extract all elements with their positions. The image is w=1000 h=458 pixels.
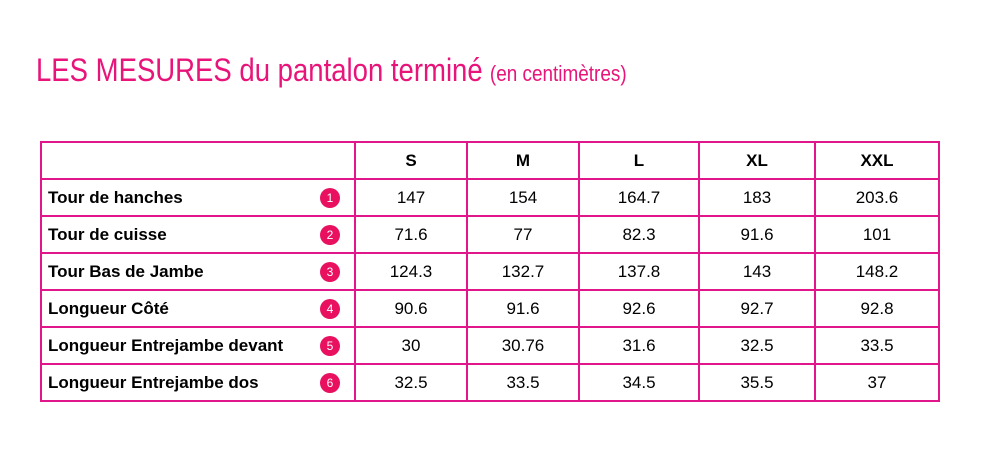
- table-cell: 147: [354, 178, 468, 217]
- table-cell: 32.5: [698, 326, 816, 365]
- title-unit: (en centimètres): [489, 61, 627, 86]
- table-cell: 37: [814, 363, 940, 402]
- table-cell: 92.8: [814, 289, 940, 328]
- number-badge: 3: [320, 261, 340, 282]
- row-label-text: Tour de cuisse: [48, 224, 167, 244]
- number-badge: 5: [320, 335, 340, 356]
- number-badge: 2: [320, 224, 340, 245]
- table-row: Longueur Entrejambe dos 6 32.5 33.5 34.5…: [40, 363, 940, 402]
- table-cell: 91.6: [698, 215, 816, 254]
- table-row: Longueur Entrejambe devant 5 30 30.76 31…: [40, 326, 940, 365]
- row-label-text: Longueur Côté: [48, 298, 169, 318]
- table-cell: 183: [698, 178, 816, 217]
- row-label-text: Longueur Entrejambe dos: [48, 372, 259, 392]
- table-row: Tour de hanches 1 147 154 164.7 183 203.…: [40, 178, 940, 217]
- row-label-text: Tour Bas de Jambe: [48, 261, 204, 281]
- header-size-l: L: [578, 141, 700, 180]
- row-label: Longueur Entrejambe dos 6: [40, 363, 356, 402]
- table-cell: 203.6: [814, 178, 940, 217]
- number-badge: 4: [320, 298, 340, 319]
- table-cell: 33.5: [466, 363, 580, 402]
- row-label: Longueur Entrejambe devant 5: [40, 326, 356, 365]
- row-label: Tour Bas de Jambe 3: [40, 252, 356, 291]
- title-main: LES MESURES du pantalon terminé: [36, 52, 483, 88]
- table-cell: 164.7: [578, 178, 700, 217]
- table-cell: 34.5: [578, 363, 700, 402]
- number-badge: 6: [320, 372, 340, 393]
- table-cell: 71.6: [354, 215, 468, 254]
- table-row: Tour de cuisse 2 71.6 77 82.3 91.6 101: [40, 215, 940, 254]
- table-cell: 30: [354, 326, 468, 365]
- table-cell: 30.76: [466, 326, 580, 365]
- table-cell: 82.3: [578, 215, 700, 254]
- table-cell: 91.6: [466, 289, 580, 328]
- table-cell: 92.7: [698, 289, 816, 328]
- row-label-text: Tour de hanches: [48, 187, 183, 207]
- table-row: Longueur Côté 4 90.6 91.6 92.6 92.7 92.8: [40, 289, 940, 328]
- table-cell: 137.8: [578, 252, 700, 291]
- row-label: Tour de hanches 1: [40, 178, 356, 217]
- header-size-s: S: [354, 141, 468, 180]
- table-cell: 154: [466, 178, 580, 217]
- table-cell: 101: [814, 215, 940, 254]
- header-size-xl: XL: [698, 141, 816, 180]
- row-label: Longueur Côté 4: [40, 289, 356, 328]
- table-row: Tour Bas de Jambe 3 124.3 132.7 137.8 14…: [40, 252, 940, 291]
- table-cell: 35.5: [698, 363, 816, 402]
- table-cell: 92.6: [578, 289, 700, 328]
- header-size-xxl: XXL: [814, 141, 940, 180]
- table-cell: 32.5: [354, 363, 468, 402]
- table-cell: 77: [466, 215, 580, 254]
- table-cell: 143: [698, 252, 816, 291]
- header-row: S M L XL XXL: [40, 141, 940, 180]
- table-cell: 90.6: [354, 289, 468, 328]
- table-cell: 148.2: [814, 252, 940, 291]
- table-cell: 132.7: [466, 252, 580, 291]
- header-size-m: M: [466, 141, 580, 180]
- measurements-table: S M L XL XXL Tour de hanches 1 147 154 1…: [40, 141, 940, 402]
- number-badge: 1: [320, 187, 340, 208]
- table-cell: 124.3: [354, 252, 468, 291]
- page-title: LES MESURES du pantalon terminé (en cent…: [36, 52, 627, 89]
- table-cell: 31.6: [578, 326, 700, 365]
- header-corner: [40, 141, 356, 180]
- row-label-text: Longueur Entrejambe devant: [48, 335, 284, 355]
- row-label: Tour de cuisse 2: [40, 215, 356, 254]
- table-cell: 33.5: [814, 326, 940, 365]
